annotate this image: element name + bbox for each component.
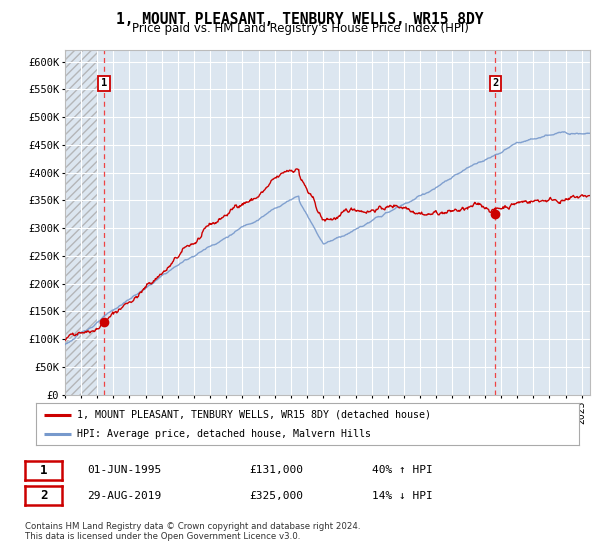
Text: 1, MOUNT PLEASANT, TENBURY WELLS, WR15 8DY: 1, MOUNT PLEASANT, TENBURY WELLS, WR15 8…: [116, 12, 484, 27]
Text: 1, MOUNT PLEASANT, TENBURY WELLS, WR15 8DY (detached house): 1, MOUNT PLEASANT, TENBURY WELLS, WR15 8…: [77, 409, 431, 419]
Text: 29-AUG-2019: 29-AUG-2019: [87, 491, 161, 501]
Text: Price paid vs. HM Land Registry's House Price Index (HPI): Price paid vs. HM Land Registry's House …: [131, 22, 469, 35]
Text: 01-JUN-1995: 01-JUN-1995: [87, 465, 161, 475]
Text: Contains HM Land Registry data © Crown copyright and database right 2024.
This d: Contains HM Land Registry data © Crown c…: [25, 522, 361, 542]
Text: 1: 1: [101, 78, 107, 88]
Text: £131,000: £131,000: [249, 465, 303, 475]
Text: 2: 2: [40, 489, 47, 502]
Text: 2: 2: [493, 78, 499, 88]
Text: £325,000: £325,000: [249, 491, 303, 501]
Text: 14% ↓ HPI: 14% ↓ HPI: [372, 491, 433, 501]
Text: 1: 1: [40, 464, 47, 477]
Text: 40% ↑ HPI: 40% ↑ HPI: [372, 465, 433, 475]
Bar: [65, 50, 97, 395]
Text: HPI: Average price, detached house, Malvern Hills: HPI: Average price, detached house, Malv…: [77, 429, 371, 439]
